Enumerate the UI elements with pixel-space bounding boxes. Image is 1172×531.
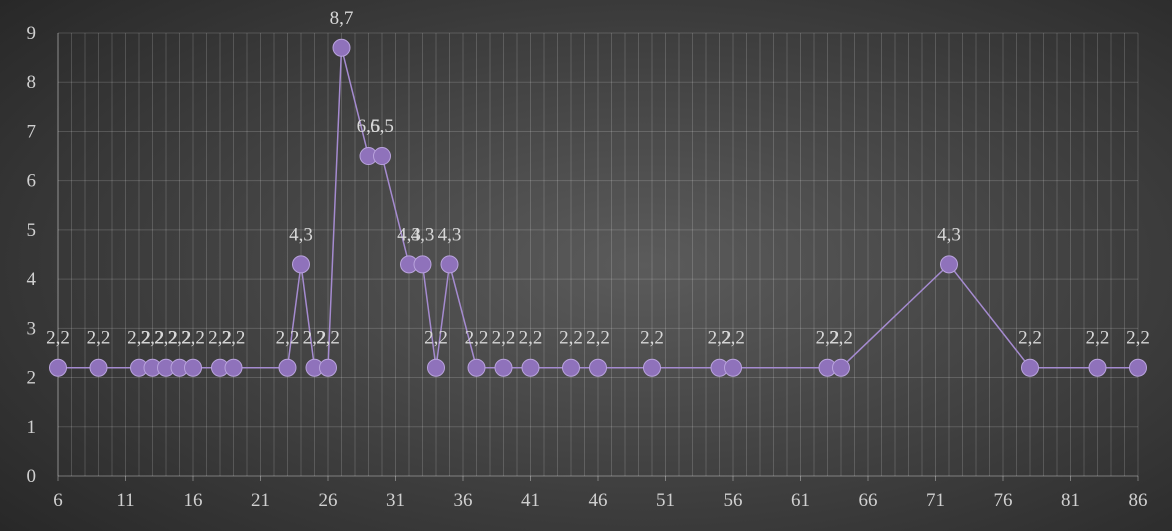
- x-tick-label: 21: [251, 490, 270, 511]
- y-tick-label: 9: [27, 23, 37, 44]
- data-point: [278, 358, 297, 377]
- data-point: [589, 358, 607, 377]
- x-tick-label: 66: [859, 490, 878, 511]
- data-point: [319, 358, 337, 377]
- data-label: 2,2: [424, 328, 448, 349]
- x-tick-label: 56: [724, 490, 743, 511]
- data-label: 2,2: [168, 328, 192, 349]
- x-tick-label: 6: [53, 490, 63, 511]
- data-label: 2,2: [721, 328, 745, 349]
- data-label: 2,2: [829, 328, 853, 349]
- x-tick-label: 51: [656, 490, 675, 511]
- x-tick-label: 11: [116, 490, 134, 511]
- x-tick-label: 16: [184, 490, 203, 511]
- data-label: 2,2: [316, 328, 340, 349]
- data-label: 2,2: [816, 328, 840, 349]
- data-label: 2,2: [46, 328, 70, 349]
- y-tick-label: 6: [27, 171, 37, 192]
- data-label: 2,2: [141, 328, 165, 349]
- y-tick-label: 8: [27, 72, 37, 93]
- data-label: 4,3: [438, 224, 462, 245]
- data-point: [292, 255, 310, 274]
- x-tick-label: 31: [386, 490, 405, 511]
- gridlines: [57, 32, 1139, 476]
- data-label: 2,2: [1086, 328, 1110, 349]
- data-point: [521, 358, 540, 377]
- data-label: 4,3: [397, 224, 421, 245]
- data-label: 6,5: [357, 116, 381, 137]
- data-label: 2,2: [492, 328, 516, 349]
- axes: [57, 33, 1139, 481]
- data-label: 2,2: [559, 328, 583, 349]
- data-point: [494, 358, 513, 377]
- data-point: [440, 255, 459, 274]
- x-tick-label: 86: [1129, 490, 1148, 511]
- data-point: [332, 38, 351, 57]
- data-label: 4,3: [937, 224, 961, 245]
- data-point: [413, 255, 432, 274]
- data-point: [1088, 358, 1107, 377]
- y-tick-label: 0: [27, 466, 37, 487]
- x-tick-label: 46: [589, 490, 608, 511]
- data-label: 2,2: [519, 328, 543, 349]
- y-tick-label: 3: [27, 318, 37, 339]
- data-point: [832, 358, 850, 377]
- data-label: 2,2: [640, 328, 664, 349]
- data-label: 2,2: [708, 328, 732, 349]
- data-point: [643, 358, 661, 377]
- data-label: 2,2: [1126, 328, 1150, 349]
- data-label: 4,3: [289, 224, 313, 245]
- y-tick-label: 5: [27, 220, 37, 241]
- x-tick-label: 41: [521, 490, 540, 511]
- x-tick-label: 36: [454, 490, 473, 511]
- data-point: [224, 358, 243, 377]
- data-point: [373, 147, 391, 166]
- data-label: 2,2: [303, 328, 327, 349]
- data-labels: 2,2 2,2 2,22,22,22,22,2 2,22,2 2,24,32,22,28…: [46, 8, 1150, 349]
- series-group: [49, 38, 1147, 377]
- data-label: 6,5: [370, 116, 394, 137]
- data-label: 2,2: [1018, 328, 1042, 349]
- data-label: 2,2: [586, 328, 610, 349]
- y-tick-label: 1: [27, 417, 37, 438]
- data-point: [49, 358, 67, 377]
- data-point: [1129, 358, 1147, 377]
- data-point: [562, 358, 580, 377]
- data-label: 2,2: [87, 328, 111, 349]
- data-label: 2,2: [154, 328, 178, 349]
- x-tick-label: 26: [319, 490, 338, 511]
- data-label: 2,2: [465, 328, 489, 349]
- data-point: [427, 358, 445, 377]
- x-tick-label: 81: [1061, 490, 1080, 511]
- data-point: [89, 358, 108, 377]
- x-tick-label: 71: [926, 490, 945, 511]
- x-tick-label: 76: [994, 490, 1013, 511]
- data-point: [1021, 358, 1039, 377]
- data-label: 2,2: [276, 328, 300, 349]
- data-label: 2,2: [127, 328, 151, 349]
- data-point: [467, 358, 486, 377]
- data-label: 8,7: [330, 8, 354, 29]
- x-tick-label: 61: [791, 490, 810, 511]
- data-point: [184, 358, 202, 377]
- y-tick-label: 2: [27, 368, 37, 389]
- data-label: 2,2: [208, 328, 232, 349]
- y-tick-label: 4: [27, 269, 37, 290]
- data-point: [724, 358, 742, 377]
- y-tick-label: 7: [27, 121, 37, 142]
- data-label: 2,2: [222, 328, 246, 349]
- data-label: 4,3: [411, 224, 435, 245]
- data-label: 2,2: [181, 328, 205, 349]
- data-point: [940, 255, 958, 274]
